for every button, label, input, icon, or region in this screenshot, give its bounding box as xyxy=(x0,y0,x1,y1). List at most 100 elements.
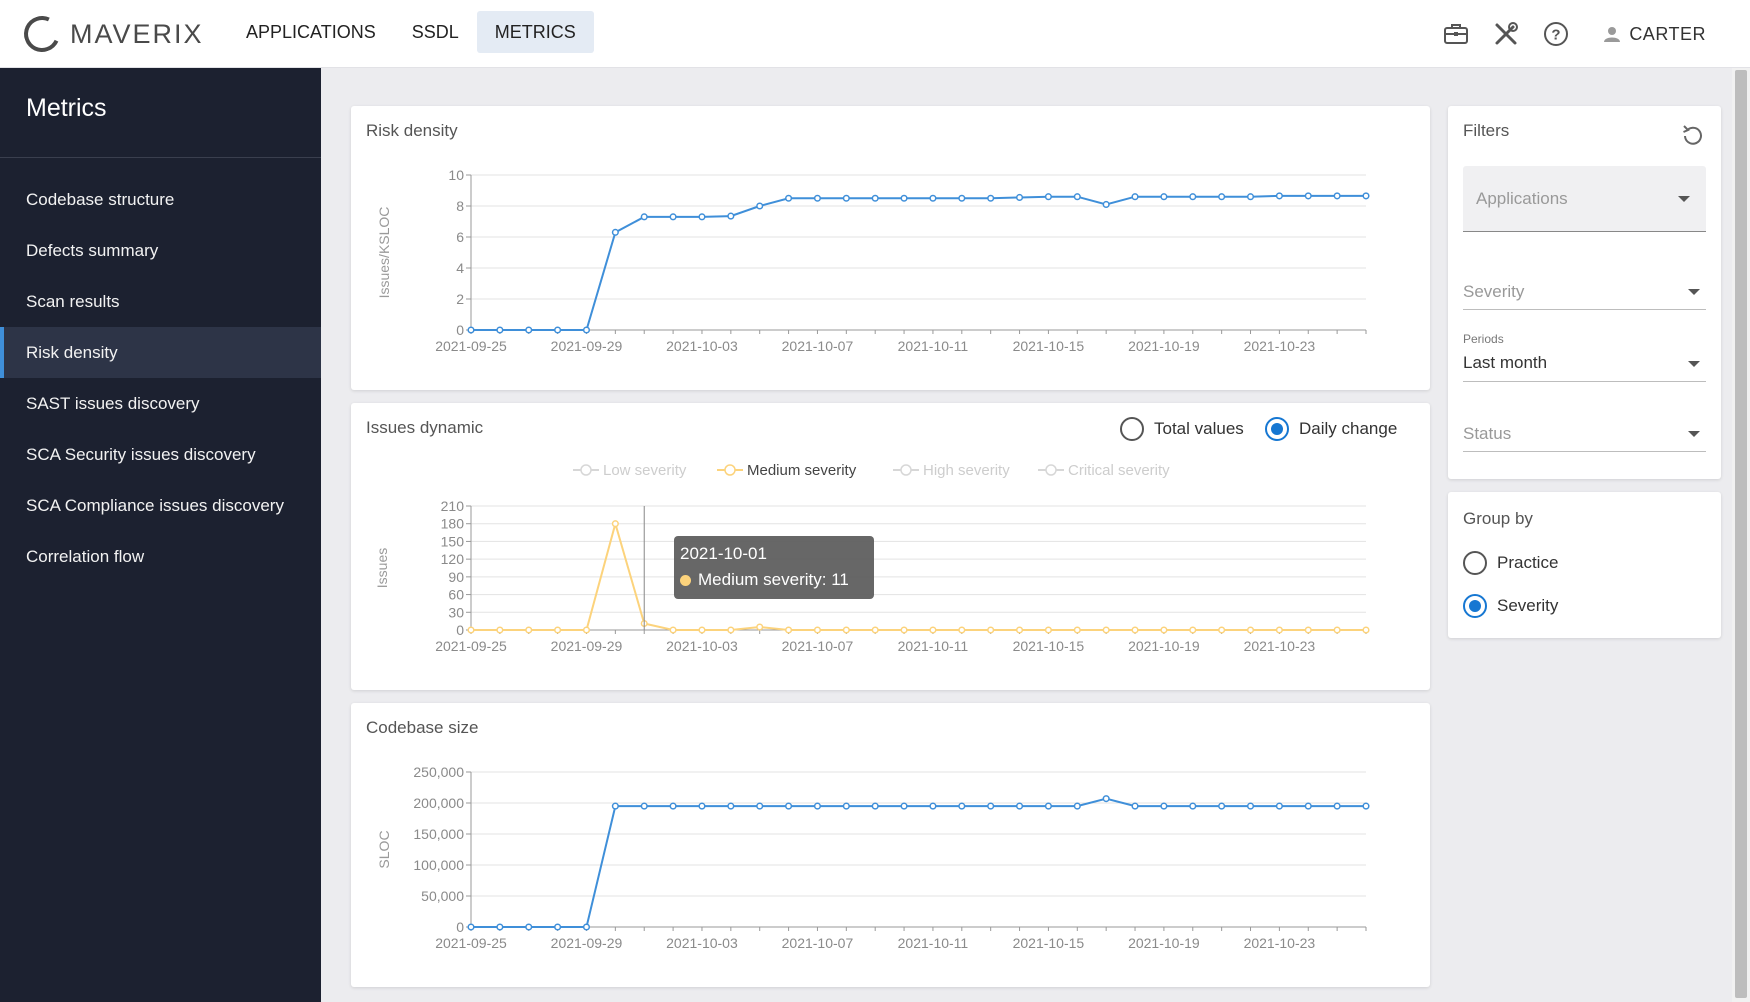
app-logo[interactable]: MAVERIX xyxy=(18,10,204,58)
daily-change-radio[interactable] xyxy=(1265,417,1289,441)
data-point xyxy=(900,194,908,202)
practice-label: Practice xyxy=(1497,553,1559,572)
data-point xyxy=(1275,626,1283,634)
y-tick-label: 0 xyxy=(456,919,464,935)
sidebar-item-defects-summary[interactable]: Defects summary xyxy=(26,240,159,260)
severity-select[interactable]: Severity xyxy=(1463,272,1706,310)
x-tick-label: 2021-10-07 xyxy=(782,338,854,354)
sidebar-item-sca-compliance-issues-discovery[interactable]: SCA Compliance issues discovery xyxy=(26,495,284,515)
legend-marker xyxy=(900,464,912,476)
user-name: CARTER xyxy=(1629,23,1706,44)
sidebar-item-sca-security-issues-discovery[interactable]: SCA Security issues discovery xyxy=(26,444,256,464)
refresh-icon[interactable] xyxy=(1679,122,1707,150)
x-tick-label: 2021-10-23 xyxy=(1244,638,1316,654)
tooltip-value: Medium severity: 11 xyxy=(698,570,849,589)
y-axis-title: Issues/KSLOC xyxy=(376,207,392,299)
page-scrollbar[interactable] xyxy=(1732,68,1750,1002)
data-point xyxy=(496,326,504,334)
data-point xyxy=(842,802,850,810)
data-point xyxy=(554,326,562,334)
y-tick-label: 10 xyxy=(448,167,464,183)
help-circle-icon[interactable]: ? xyxy=(1531,0,1581,68)
data-point xyxy=(669,213,677,221)
data-point xyxy=(1189,802,1197,810)
scrollbar-thumb[interactable] xyxy=(1735,70,1747,998)
x-tick-label: 2021-10-11 xyxy=(898,638,969,654)
total-values-radio[interactable] xyxy=(1120,417,1144,441)
severity-radio[interactable] xyxy=(1463,594,1487,618)
data-point xyxy=(1073,802,1081,810)
y-tick-label: 50,000 xyxy=(421,888,464,904)
periods-value: Last month xyxy=(1463,353,1548,372)
data-point xyxy=(987,802,995,810)
data-point xyxy=(1333,802,1341,810)
data-point xyxy=(1189,626,1197,634)
wrench-screwdriver-icon[interactable] xyxy=(1481,0,1531,68)
group-by-practice-option[interactable]: Practice xyxy=(1463,551,1558,575)
sidebar-item-risk-density[interactable]: Risk density xyxy=(0,327,321,378)
chevron-down-icon xyxy=(1688,431,1700,437)
data-point xyxy=(929,194,937,202)
status-underline xyxy=(1463,451,1706,452)
data-point xyxy=(1246,626,1255,634)
sidebar-list: Codebase structure Defects summary Scan … xyxy=(0,158,321,582)
applications-placeholder: Applications xyxy=(1476,189,1568,208)
y-tick-label: 0 xyxy=(456,322,464,338)
data-point xyxy=(467,626,475,634)
y-tick-label: 2 xyxy=(456,291,464,307)
data-point xyxy=(582,326,591,334)
sidebar-item-scan-results[interactable]: Scan results xyxy=(26,291,120,311)
total-values-option[interactable]: Total values xyxy=(1120,417,1244,441)
data-point xyxy=(582,923,591,931)
data-point xyxy=(871,802,879,810)
data-point xyxy=(1015,802,1024,810)
data-point xyxy=(525,923,533,931)
x-tick-label: 2021-10-07 xyxy=(782,638,854,654)
data-point xyxy=(611,802,619,810)
data-point xyxy=(1102,795,1110,803)
refresh-icon-glyph xyxy=(1683,125,1702,145)
sidebar-item-correlation-flow[interactable]: Correlation flow xyxy=(26,546,145,566)
user-menu[interactable]: CARTER xyxy=(1581,24,1750,45)
nav-metrics[interactable]: METRICS xyxy=(476,11,594,53)
sidebar-item-codebase-structure[interactable]: Codebase structure xyxy=(26,189,175,209)
sidebar-item-sast-issues-discovery[interactable]: SAST issues discovery xyxy=(26,393,200,413)
nav-ssdl[interactable]: SSDL xyxy=(411,21,459,42)
data-point xyxy=(871,194,879,202)
y-tick-label: 250,000 xyxy=(413,764,464,780)
briefcase-icon[interactable] xyxy=(1431,0,1481,68)
group-by-severity-option[interactable]: Severity xyxy=(1463,594,1558,618)
x-tick-label: 2021-10-23 xyxy=(1244,338,1316,354)
data-point xyxy=(1304,626,1312,634)
data-point xyxy=(611,228,619,236)
legend-item-critical-severity: Critical severity xyxy=(1068,462,1170,479)
periods-label: Periods xyxy=(1463,332,1504,346)
practice-radio[interactable] xyxy=(1463,551,1487,575)
legend-item-high-severity: High severity xyxy=(923,462,1010,479)
data-point xyxy=(871,626,879,634)
x-tick-label: 2021-10-03 xyxy=(666,638,738,654)
data-point xyxy=(611,520,619,528)
status-select[interactable]: Status xyxy=(1463,410,1706,452)
svg-text:?: ? xyxy=(1552,27,1561,44)
nav-applications[interactable]: APPLICATIONS xyxy=(246,21,376,42)
x-tick-label: 2021-09-29 xyxy=(551,638,623,654)
data-point xyxy=(1102,200,1110,208)
data-point xyxy=(1333,626,1341,634)
y-tick-label: 150,000 xyxy=(413,826,464,842)
x-tick-label: 2021-10-11 xyxy=(898,935,969,951)
applications-select[interactable]: Applications xyxy=(1463,166,1706,232)
y-tick-label: 6 xyxy=(456,229,464,245)
periods-select[interactable]: Periods Last month xyxy=(1463,324,1706,382)
data-point xyxy=(785,626,793,634)
data-point xyxy=(698,626,706,634)
data-point xyxy=(785,194,793,202)
tooltip-row: Medium severity: 11 xyxy=(680,570,868,590)
data-point xyxy=(1073,626,1081,634)
data-point xyxy=(640,802,648,810)
daily-change-option[interactable]: Daily change xyxy=(1265,417,1397,441)
x-tick-label: 2021-09-25 xyxy=(435,338,507,354)
data-point xyxy=(785,802,793,810)
data-point xyxy=(554,626,562,634)
y-tick-label: 180 xyxy=(441,516,465,532)
